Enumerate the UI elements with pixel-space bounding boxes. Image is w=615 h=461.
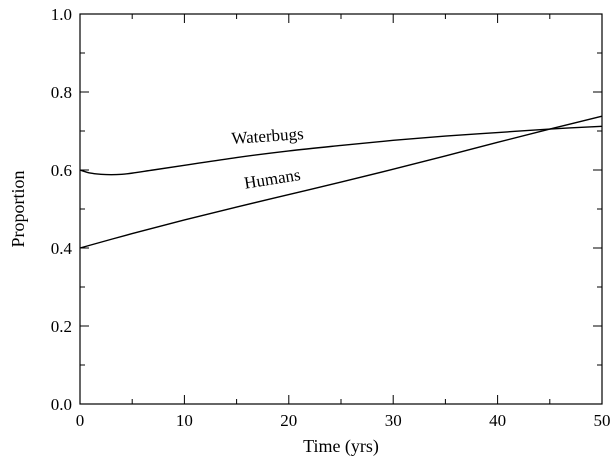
tick-marks bbox=[79, 13, 603, 405]
x-tick-label: 20 bbox=[280, 411, 297, 430]
x-tick-label: 50 bbox=[594, 411, 611, 430]
x-tick-label: 30 bbox=[385, 411, 402, 430]
series-line-humans bbox=[79, 115, 603, 249]
series-labels: Waterbugs Humans bbox=[231, 124, 304, 193]
series-label-humans: Humans bbox=[243, 165, 302, 193]
x-tick-label: 0 bbox=[76, 411, 85, 430]
y-tick-label: 0.0 bbox=[51, 395, 72, 414]
series-label-waterbugs: Waterbugs bbox=[231, 124, 304, 148]
y-tick-label: 0.6 bbox=[51, 161, 72, 180]
y-axis-label: Proportion bbox=[8, 170, 28, 247]
y-tick-label: 0.8 bbox=[51, 83, 72, 102]
x-tick-labels: 0 10 20 30 40 50 bbox=[76, 411, 611, 430]
x-tick-label: 40 bbox=[489, 411, 506, 430]
series-line-waterbugs bbox=[79, 125, 603, 176]
plot-frame bbox=[79, 13, 603, 405]
x-tick-label: 10 bbox=[176, 411, 193, 430]
y-tick-label: 0.2 bbox=[51, 317, 72, 336]
series-lines bbox=[79, 115, 603, 249]
y-tick-label: 1.0 bbox=[51, 5, 72, 24]
y-tick-labels: 0.0 0.2 0.4 0.6 0.8 1.0 bbox=[51, 5, 73, 414]
y-tick-label: 0.4 bbox=[51, 239, 73, 258]
x-axis-label: Time (yrs) bbox=[303, 436, 379, 457]
